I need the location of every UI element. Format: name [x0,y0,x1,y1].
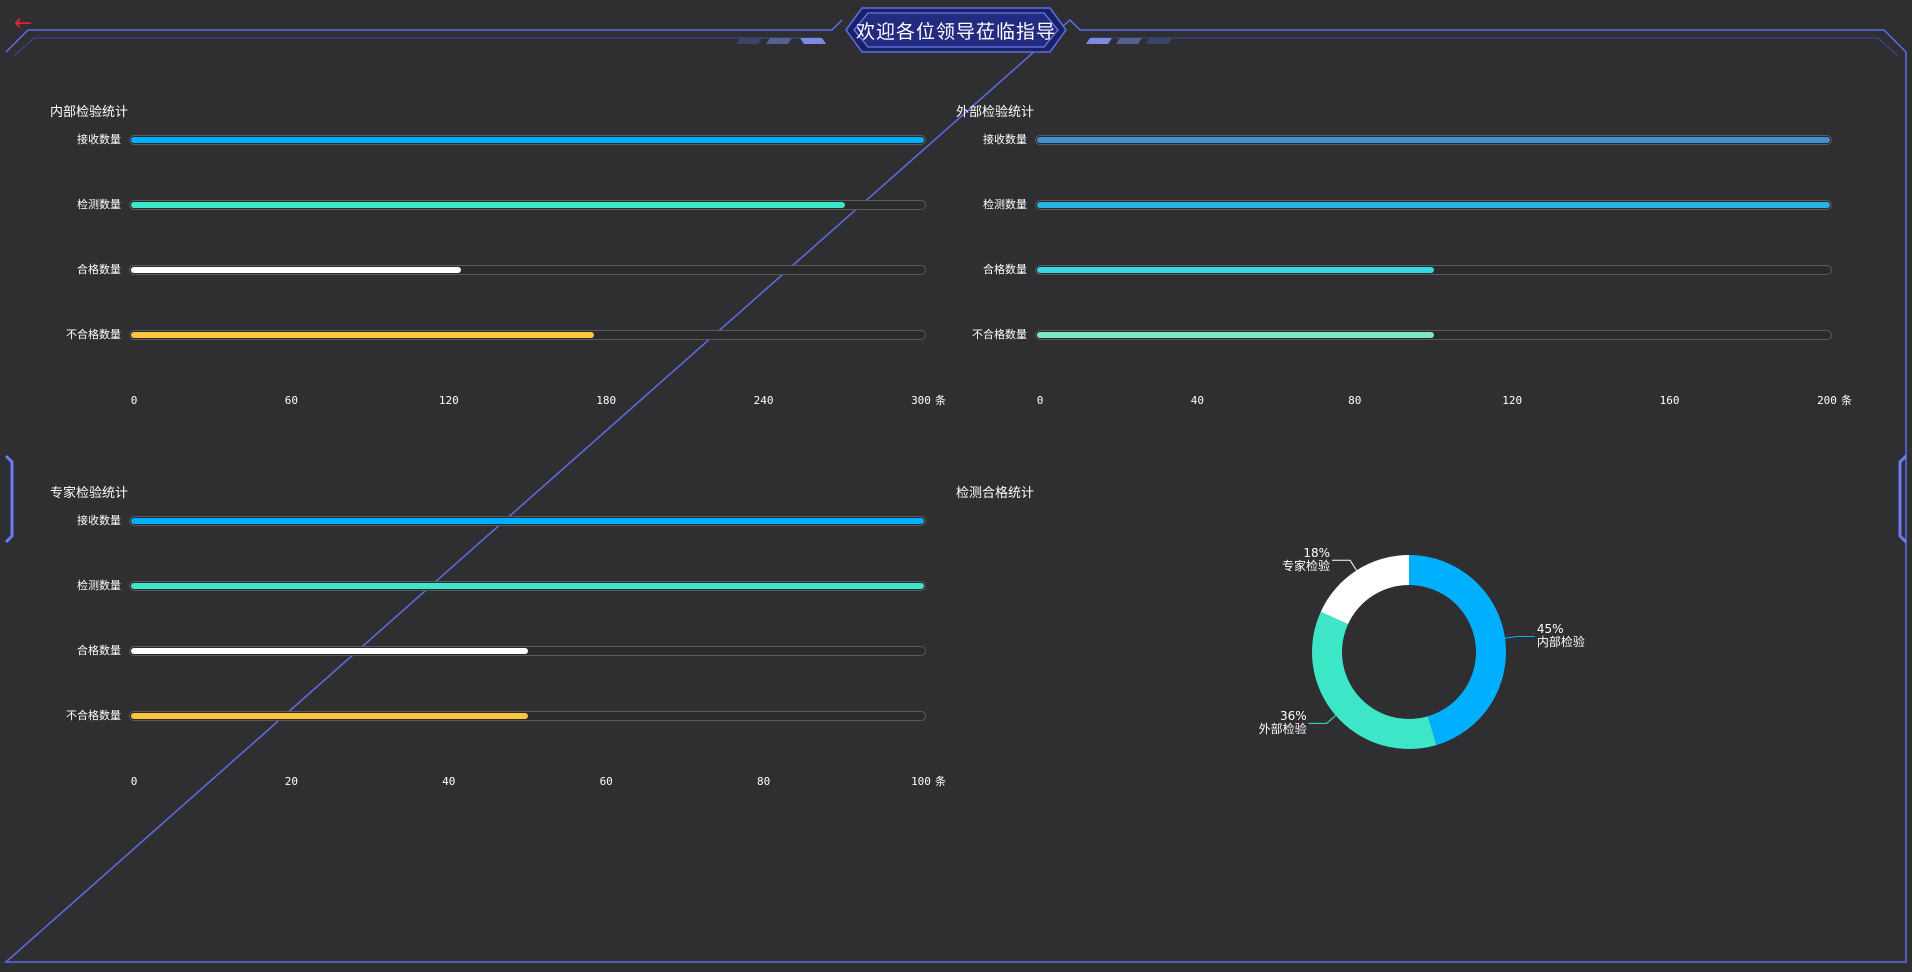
category-label: 接收数量 [77,514,121,527]
category-label: 合格数量 [983,263,1027,276]
x-tick-label: 80 [1348,394,1362,407]
frame-inner-line [13,37,1899,57]
category-label: 不合格数量 [66,709,121,722]
bar-track [129,265,926,275]
bar [1037,332,1434,338]
category-label: 检测数量 [77,579,121,592]
bar [131,137,924,143]
back-arrow-icon[interactable]: ← [14,11,33,36]
category-label: 不合格数量 [66,328,121,341]
category-label: 检测数量 [77,198,121,211]
category-label: 检测数量 [983,198,1027,211]
x-tick-label: 40 [1190,394,1205,407]
x-tick-label: 40 [442,775,456,788]
bar [1037,267,1434,273]
header-deco-left-3 [800,38,826,44]
x-tick-label: 0 [130,775,138,788]
x-tick-label: 200 [1817,394,1837,407]
bar-track [129,516,926,526]
bar-track [129,200,926,210]
x-tick-label: 60 [284,394,299,407]
x-tick-label: 0 [1036,394,1044,407]
bar-track [1035,200,1832,210]
bar [1037,202,1830,208]
bar-track [1035,135,1832,145]
header-deco-right-3 [1146,38,1172,44]
page-title: 欢迎各位领导莅临指导 [855,20,1056,43]
bar [1037,137,1830,143]
chart-title: 内部检验统计 [50,105,129,120]
x-tick-label: 120 [1502,394,1523,407]
x-tick-label: 20 [284,775,299,788]
right-bracket [1898,454,1908,544]
bar-track [129,330,926,340]
x-tick-label: 100 [911,775,931,788]
bar [131,267,462,273]
bar-track [129,646,926,656]
category-label: 接收数量 [77,133,121,146]
x-tick-label: 300 [911,394,931,407]
bar [131,648,528,654]
pie-percent-label: 18% [1303,546,1331,561]
chart-title: 专家检验统计 [50,486,129,501]
pie-category-label: 外部检验 [1258,722,1307,737]
header-deco-right-2 [1116,38,1142,44]
bar-track [129,711,926,721]
bar-track [1035,265,1832,275]
x-tick-label: 0 [130,394,138,407]
left-bracket [4,454,14,544]
frame-outline [4,18,1907,963]
banner-inner [853,12,1059,48]
bar-track [129,135,926,145]
axis-unit: 条 [1841,394,1852,407]
x-tick-label: 120 [438,394,459,407]
bar [131,202,845,208]
x-tick-label: 240 [753,394,774,407]
axis-unit: 条 [935,775,946,788]
header-banner: 欢迎各位领导莅临指导 [830,6,1082,54]
pie-percent-label: 36% [1279,709,1307,724]
bar [131,713,528,719]
x-tick-label: 80 [756,775,771,788]
x-tick-label: 180 [596,394,617,407]
pie-category-label: 专家检验 [1282,559,1331,574]
chart-title: 检测合格统计 [956,486,1035,501]
bar [131,332,594,338]
x-tick-label: 60 [599,775,613,788]
category-label: 合格数量 [77,644,121,657]
chart-title: 外部检验统计 [956,105,1035,120]
bar-track [1035,330,1832,340]
pie-percent-label: 45% [1536,622,1564,637]
x-tick-label: 160 [1659,394,1680,407]
category-label: 接收数量 [983,133,1027,146]
category-label: 不合格数量 [972,328,1027,341]
bar [131,518,924,524]
axis-unit: 条 [935,394,946,407]
bar [131,583,924,589]
bar-track [129,581,926,591]
header-deco-right-1 [1086,38,1112,44]
pie-category-label: 内部检验 [1536,635,1585,650]
header-deco-left-2 [766,38,792,44]
category-label: 合格数量 [77,263,121,276]
header-deco-left-1 [736,38,762,44]
